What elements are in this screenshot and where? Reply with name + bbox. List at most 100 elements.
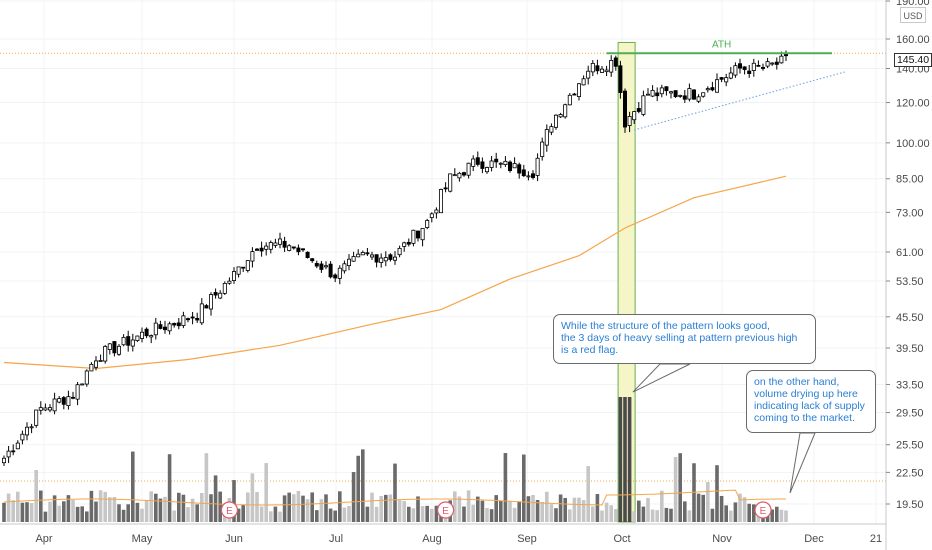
annotation-note-pattern[interactable]: While the structure of the pattern looks… xyxy=(553,314,816,364)
volume-bar xyxy=(770,509,774,522)
volume-bar xyxy=(660,490,664,522)
candle-body xyxy=(452,174,457,177)
candle-body xyxy=(15,442,20,450)
candle-body xyxy=(512,163,517,169)
volume-bar xyxy=(388,494,393,522)
volume-bar xyxy=(706,482,710,522)
candle-body xyxy=(484,167,489,173)
volume-bar xyxy=(2,502,6,522)
candle-body xyxy=(540,141,545,158)
candle-body xyxy=(678,95,683,97)
candle-body xyxy=(388,254,393,260)
earnings-marker xyxy=(437,501,455,519)
candle-body xyxy=(715,79,720,93)
x-tick-label: May xyxy=(132,533,153,545)
candle-body xyxy=(213,292,218,296)
candle-body xyxy=(98,360,103,362)
candle-body xyxy=(554,114,559,128)
candle-body xyxy=(392,256,397,261)
volume-bar xyxy=(48,501,52,522)
volume-bar xyxy=(269,511,273,522)
volume-bar xyxy=(531,495,535,522)
volume-bar xyxy=(623,397,627,522)
volume-bar xyxy=(296,490,301,522)
volume-bar xyxy=(738,493,742,522)
volume-bar xyxy=(581,500,586,522)
volume-bar xyxy=(144,500,149,522)
volume-bar xyxy=(577,497,581,522)
volume-bar xyxy=(167,454,172,522)
volume-bar xyxy=(213,475,218,522)
volume-bar xyxy=(52,495,57,522)
candle-body xyxy=(747,70,752,74)
volume-bar xyxy=(591,506,595,522)
volume-bar xyxy=(11,500,15,522)
volume-bar xyxy=(163,496,167,522)
volume-bar xyxy=(747,503,751,522)
candle-body xyxy=(770,62,775,65)
volume-bar xyxy=(241,504,245,522)
note2-pointer xyxy=(789,432,816,494)
annotation-pointers xyxy=(632,363,816,494)
candle-body xyxy=(466,162,471,176)
volume-bar xyxy=(379,495,383,522)
volume-bar xyxy=(480,500,485,522)
grid-lines xyxy=(0,0,886,525)
candle-body xyxy=(526,175,531,178)
candle-body xyxy=(236,266,241,275)
candle-body xyxy=(623,90,628,128)
candle-body xyxy=(415,230,420,239)
note1-pointer xyxy=(632,363,691,393)
candle-body xyxy=(705,88,710,91)
candle-body xyxy=(20,433,25,441)
candle-body xyxy=(333,274,338,279)
y-tick-label: 190.00 xyxy=(896,0,930,8)
candle-body xyxy=(379,257,384,263)
candle-body xyxy=(577,83,582,97)
candle-body xyxy=(204,305,209,309)
ath-label: ATH xyxy=(712,39,731,50)
candle-body xyxy=(356,253,361,258)
candle-body xyxy=(627,116,632,126)
candle-body xyxy=(448,173,453,192)
volume-bar xyxy=(25,502,29,522)
volume-bar xyxy=(540,501,544,522)
volume-bar xyxy=(420,506,425,522)
ascending-trendline xyxy=(634,71,846,131)
candle-body xyxy=(61,397,66,405)
volume-bar xyxy=(361,449,365,522)
candle-body xyxy=(2,457,7,464)
volume-bar xyxy=(287,492,291,522)
volume-moving-average-line xyxy=(3,489,786,506)
volume-bar xyxy=(190,498,195,522)
volume-bar xyxy=(609,505,613,522)
candle-body xyxy=(71,396,76,399)
volume-bar xyxy=(512,507,517,522)
candle-body xyxy=(613,57,618,67)
candle-body xyxy=(692,89,697,100)
volume-bar xyxy=(62,501,66,522)
annotation-note-volume[interactable]: on the other hand, volume drying up here… xyxy=(746,370,876,433)
volume-bar xyxy=(328,508,333,522)
candle-body xyxy=(425,220,430,228)
candle-body xyxy=(563,104,568,118)
volume-bar xyxy=(347,505,351,522)
volume-bar xyxy=(618,397,623,522)
candle-body xyxy=(641,95,646,115)
currency-label[interactable]: USD xyxy=(900,7,926,23)
volume-bar xyxy=(595,494,600,522)
volume-bar xyxy=(98,490,103,522)
volume-bar xyxy=(664,507,669,522)
candle-body xyxy=(443,187,448,190)
candle-body xyxy=(738,63,743,69)
volume-bar xyxy=(292,494,296,522)
candle-body xyxy=(471,158,476,167)
volume-bar xyxy=(121,509,126,522)
candle-body xyxy=(696,96,701,102)
volume-bar xyxy=(29,502,34,522)
candle-body xyxy=(600,68,605,73)
volume-bar xyxy=(351,472,356,522)
volume-bar xyxy=(687,510,692,522)
candle-body xyxy=(498,162,503,165)
